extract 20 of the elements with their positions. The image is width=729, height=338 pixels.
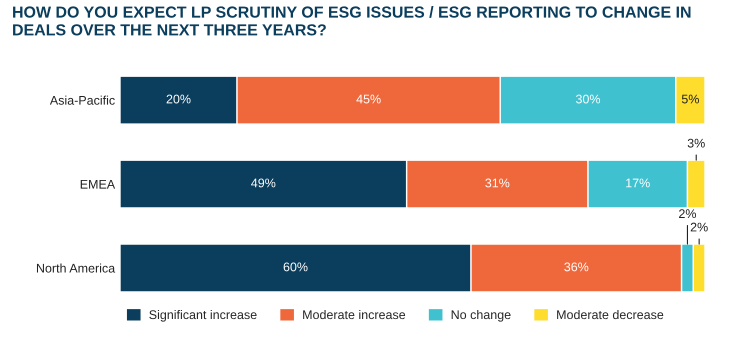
legend-label: Moderate decrease — [557, 310, 664, 320]
data-label: 3% — [688, 138, 705, 148]
legend-label: Significant increase — [149, 310, 257, 322]
data-label: 45% — [356, 94, 381, 104]
data-label: 2% — [679, 209, 696, 218]
data-label: 49% — [251, 178, 276, 188]
legend-label: No change — [452, 310, 511, 322]
data-label: 2% — [690, 222, 708, 232]
y-tick-label: Asia-Pacific — [50, 96, 115, 105]
data-label: 60% — [284, 262, 308, 272]
chart-title: HOW DO YOU EXPECT LP SCRUTINY OF ESG ISSUES / ESG REPORTING TO CHANGE IN DEALS OVER THE NEXT THREE YEARS? — [13, 6, 690, 36]
data-label: 5% — [682, 94, 699, 104]
data-label: 36% — [564, 262, 588, 272]
y-tick-label: EMEA — [80, 180, 116, 189]
data-label: 20% — [166, 94, 191, 104]
data-label: 17% — [626, 178, 650, 188]
legend-label: Moderate increase — [303, 310, 406, 320]
y-tick-label: North America — [36, 263, 116, 273]
data-label: 30% — [576, 94, 600, 104]
data-label: 31% — [485, 178, 510, 188]
